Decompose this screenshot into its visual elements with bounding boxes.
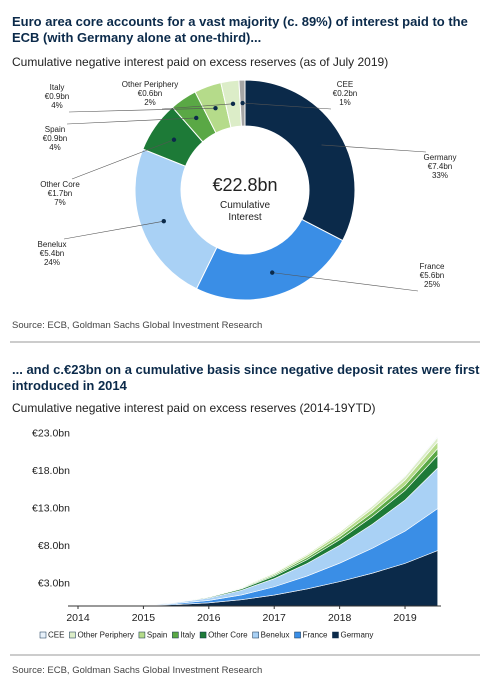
label-value: €5.4bn	[40, 249, 64, 258]
label-value: €0.6bn	[138, 89, 162, 98]
leader-dot	[240, 100, 245, 106]
y-tick-label: €8.0bn	[38, 540, 70, 552]
donut-segment	[195, 218, 344, 301]
legend-label: Other Periphery	[77, 631, 133, 640]
x-tick-label: 2018	[328, 612, 352, 624]
legend-swatch	[39, 631, 47, 639]
legend-label: Spain	[147, 631, 167, 640]
leader-dot	[213, 105, 218, 111]
chart-subtitle: Cumulative negative interest paid on exc…	[12, 55, 389, 69]
legend-label: Italy	[180, 631, 195, 640]
label-name: Italy	[50, 83, 65, 92]
label-share: 2%	[144, 98, 156, 107]
label-name: CEE	[337, 80, 353, 89]
y-tick-label: €18.0bn	[32, 465, 70, 477]
label-share: 7%	[54, 198, 66, 207]
label-share: 4%	[51, 101, 63, 110]
label-share: 25%	[424, 280, 440, 289]
x-tick-label: 2016	[197, 612, 221, 624]
leader-dot	[270, 270, 275, 275]
legend-swatch	[199, 631, 207, 639]
legend-label: Germany	[340, 631, 373, 640]
legend-label: France	[303, 631, 328, 640]
legend-swatch	[138, 631, 146, 639]
legend-label: Benelux	[261, 631, 290, 640]
chart-title: Euro area core accounts for a vast major…	[12, 14, 468, 45]
label-share: 4%	[49, 143, 61, 152]
label-name: Spain	[45, 125, 65, 134]
label-value: €7.4bn	[428, 162, 452, 171]
center-subtitle: Cumulative Interest	[219, 200, 271, 223]
label-value: €1.7bn	[48, 189, 72, 198]
leader-line	[68, 107, 216, 113]
x-tick-label: 2019	[393, 612, 417, 624]
source: Source: ECB, Goldman Sachs Global Invest…	[12, 320, 263, 331]
legend-swatch	[172, 631, 179, 639]
chart-title: ... and c.€23bn on a cumulative basis si…	[12, 362, 480, 393]
legend-swatch	[332, 631, 339, 639]
label-name: Other Core	[40, 180, 80, 189]
leader-line	[63, 220, 164, 240]
leader-line	[272, 272, 419, 292]
label-value: €5.6bn	[420, 271, 444, 280]
leader-dot	[230, 101, 236, 107]
leader-line	[319, 144, 427, 153]
leader-dot	[161, 218, 166, 224]
legend-swatch	[69, 631, 76, 639]
leader-line	[71, 139, 175, 180]
label-value: €0.9bn	[43, 134, 67, 143]
source: Source: ECB, Goldman Sachs Global Invest…	[12, 665, 263, 676]
leader-dot	[171, 137, 177, 142]
center-title: €22.8bn	[212, 175, 278, 195]
chart-subtitle: Cumulative negative interest paid on exc…	[12, 401, 376, 415]
x-tick-label: 2017	[263, 612, 287, 624]
y-tick-label: €23.0bn	[32, 427, 70, 439]
label-share: 1%	[339, 98, 351, 107]
leader-line	[242, 102, 332, 110]
y-tick-label: €3.0bn	[38, 577, 70, 589]
area	[77, 434, 439, 607]
donut-segment	[244, 79, 356, 242]
legend-label: Other Core	[208, 631, 248, 640]
legend-swatch	[252, 631, 259, 639]
legend-swatch	[294, 631, 301, 639]
label-name: France	[420, 262, 445, 271]
label-share: 33%	[432, 171, 448, 180]
label-share: 24%	[44, 258, 60, 267]
leader-line	[161, 103, 234, 110]
label-name: Germany	[424, 153, 457, 162]
leader-line	[66, 117, 197, 125]
legend-label: CEE	[48, 631, 64, 640]
label-name: Other Periphery	[122, 80, 178, 89]
leader-dot	[194, 115, 199, 121]
y-tick-label: €13.0bn	[32, 502, 70, 514]
x-tick-label: 2015	[132, 612, 156, 624]
x-tick-label: 2014	[66, 612, 90, 624]
leader-dot	[317, 142, 322, 147]
label-value: €0.9bn	[45, 92, 69, 101]
label-name: Benelux	[38, 240, 67, 249]
label-value: €0.2bn	[333, 89, 357, 98]
